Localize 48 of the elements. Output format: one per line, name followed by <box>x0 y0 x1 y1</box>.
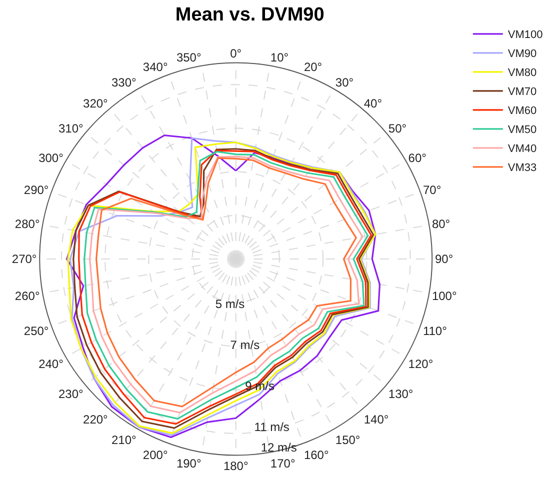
legend-label: VM100 <box>508 29 543 42</box>
spoke-label: 60° <box>408 150 427 165</box>
y-tick-label: 5 m/s <box>215 297 245 312</box>
legend-label: VM80 <box>508 67 537 80</box>
y-tick-label: 11 m/s <box>254 420 290 434</box>
spoke-label: 30° <box>335 76 354 90</box>
spoke-label: 280° <box>14 217 40 232</box>
legend-label: VM90 <box>508 48 537 60</box>
spoke-label: 130° <box>388 386 414 401</box>
legend-label: VM33 <box>508 162 537 174</box>
spoke-label: 300° <box>38 150 64 165</box>
spoke-label: 240° <box>38 357 64 372</box>
spoke-label: 210° <box>111 432 136 447</box>
spoke-label: 330° <box>111 76 136 90</box>
spoke-label: 80° <box>432 217 450 232</box>
chart-title: Mean vs. DVM90 <box>175 4 324 26</box>
legend-label: VM60 <box>508 105 537 118</box>
spoke-label: 70° <box>422 183 442 198</box>
spoke-label: 150° <box>335 432 360 447</box>
spoke-label: 0° <box>230 46 242 60</box>
spoke-label: 180° <box>223 459 248 474</box>
spoke-label: 310° <box>58 122 84 136</box>
spoke-label: 230° <box>58 386 84 401</box>
spoke-label: 160° <box>304 448 329 462</box>
spoke-label: 190° <box>176 456 202 471</box>
spoke-label: 220° <box>83 412 108 426</box>
y-tick-label: 7 m/s <box>230 338 260 352</box>
legend-label: VM70 <box>508 86 537 98</box>
spoke-label: 350° <box>176 50 202 64</box>
spoke-label: 50° <box>388 122 407 136</box>
spoke-label: 110° <box>422 324 448 338</box>
spoke-label: 270° <box>12 252 37 266</box>
spoke-label: 40° <box>364 96 382 110</box>
legend-label: VM40 <box>508 143 537 156</box>
spoke-label: 140° <box>364 412 389 426</box>
spoke-label: 20° <box>304 60 322 74</box>
spoke-label: 10° <box>270 50 289 64</box>
spoke-label: 260° <box>14 288 40 303</box>
spoke-label: 320° <box>83 96 108 110</box>
spoke-label: 100° <box>432 288 457 303</box>
legend-label: VM50 <box>508 124 537 136</box>
spoke-label: 200° <box>142 448 168 462</box>
spoke-label: 120° <box>408 357 434 372</box>
spoke-label: 340° <box>142 60 168 74</box>
spoke-label: 90° <box>434 252 454 266</box>
spoke-label: 170° <box>270 456 296 471</box>
spoke-label: 250° <box>24 324 49 338</box>
spoke-label: 290° <box>24 183 49 198</box>
